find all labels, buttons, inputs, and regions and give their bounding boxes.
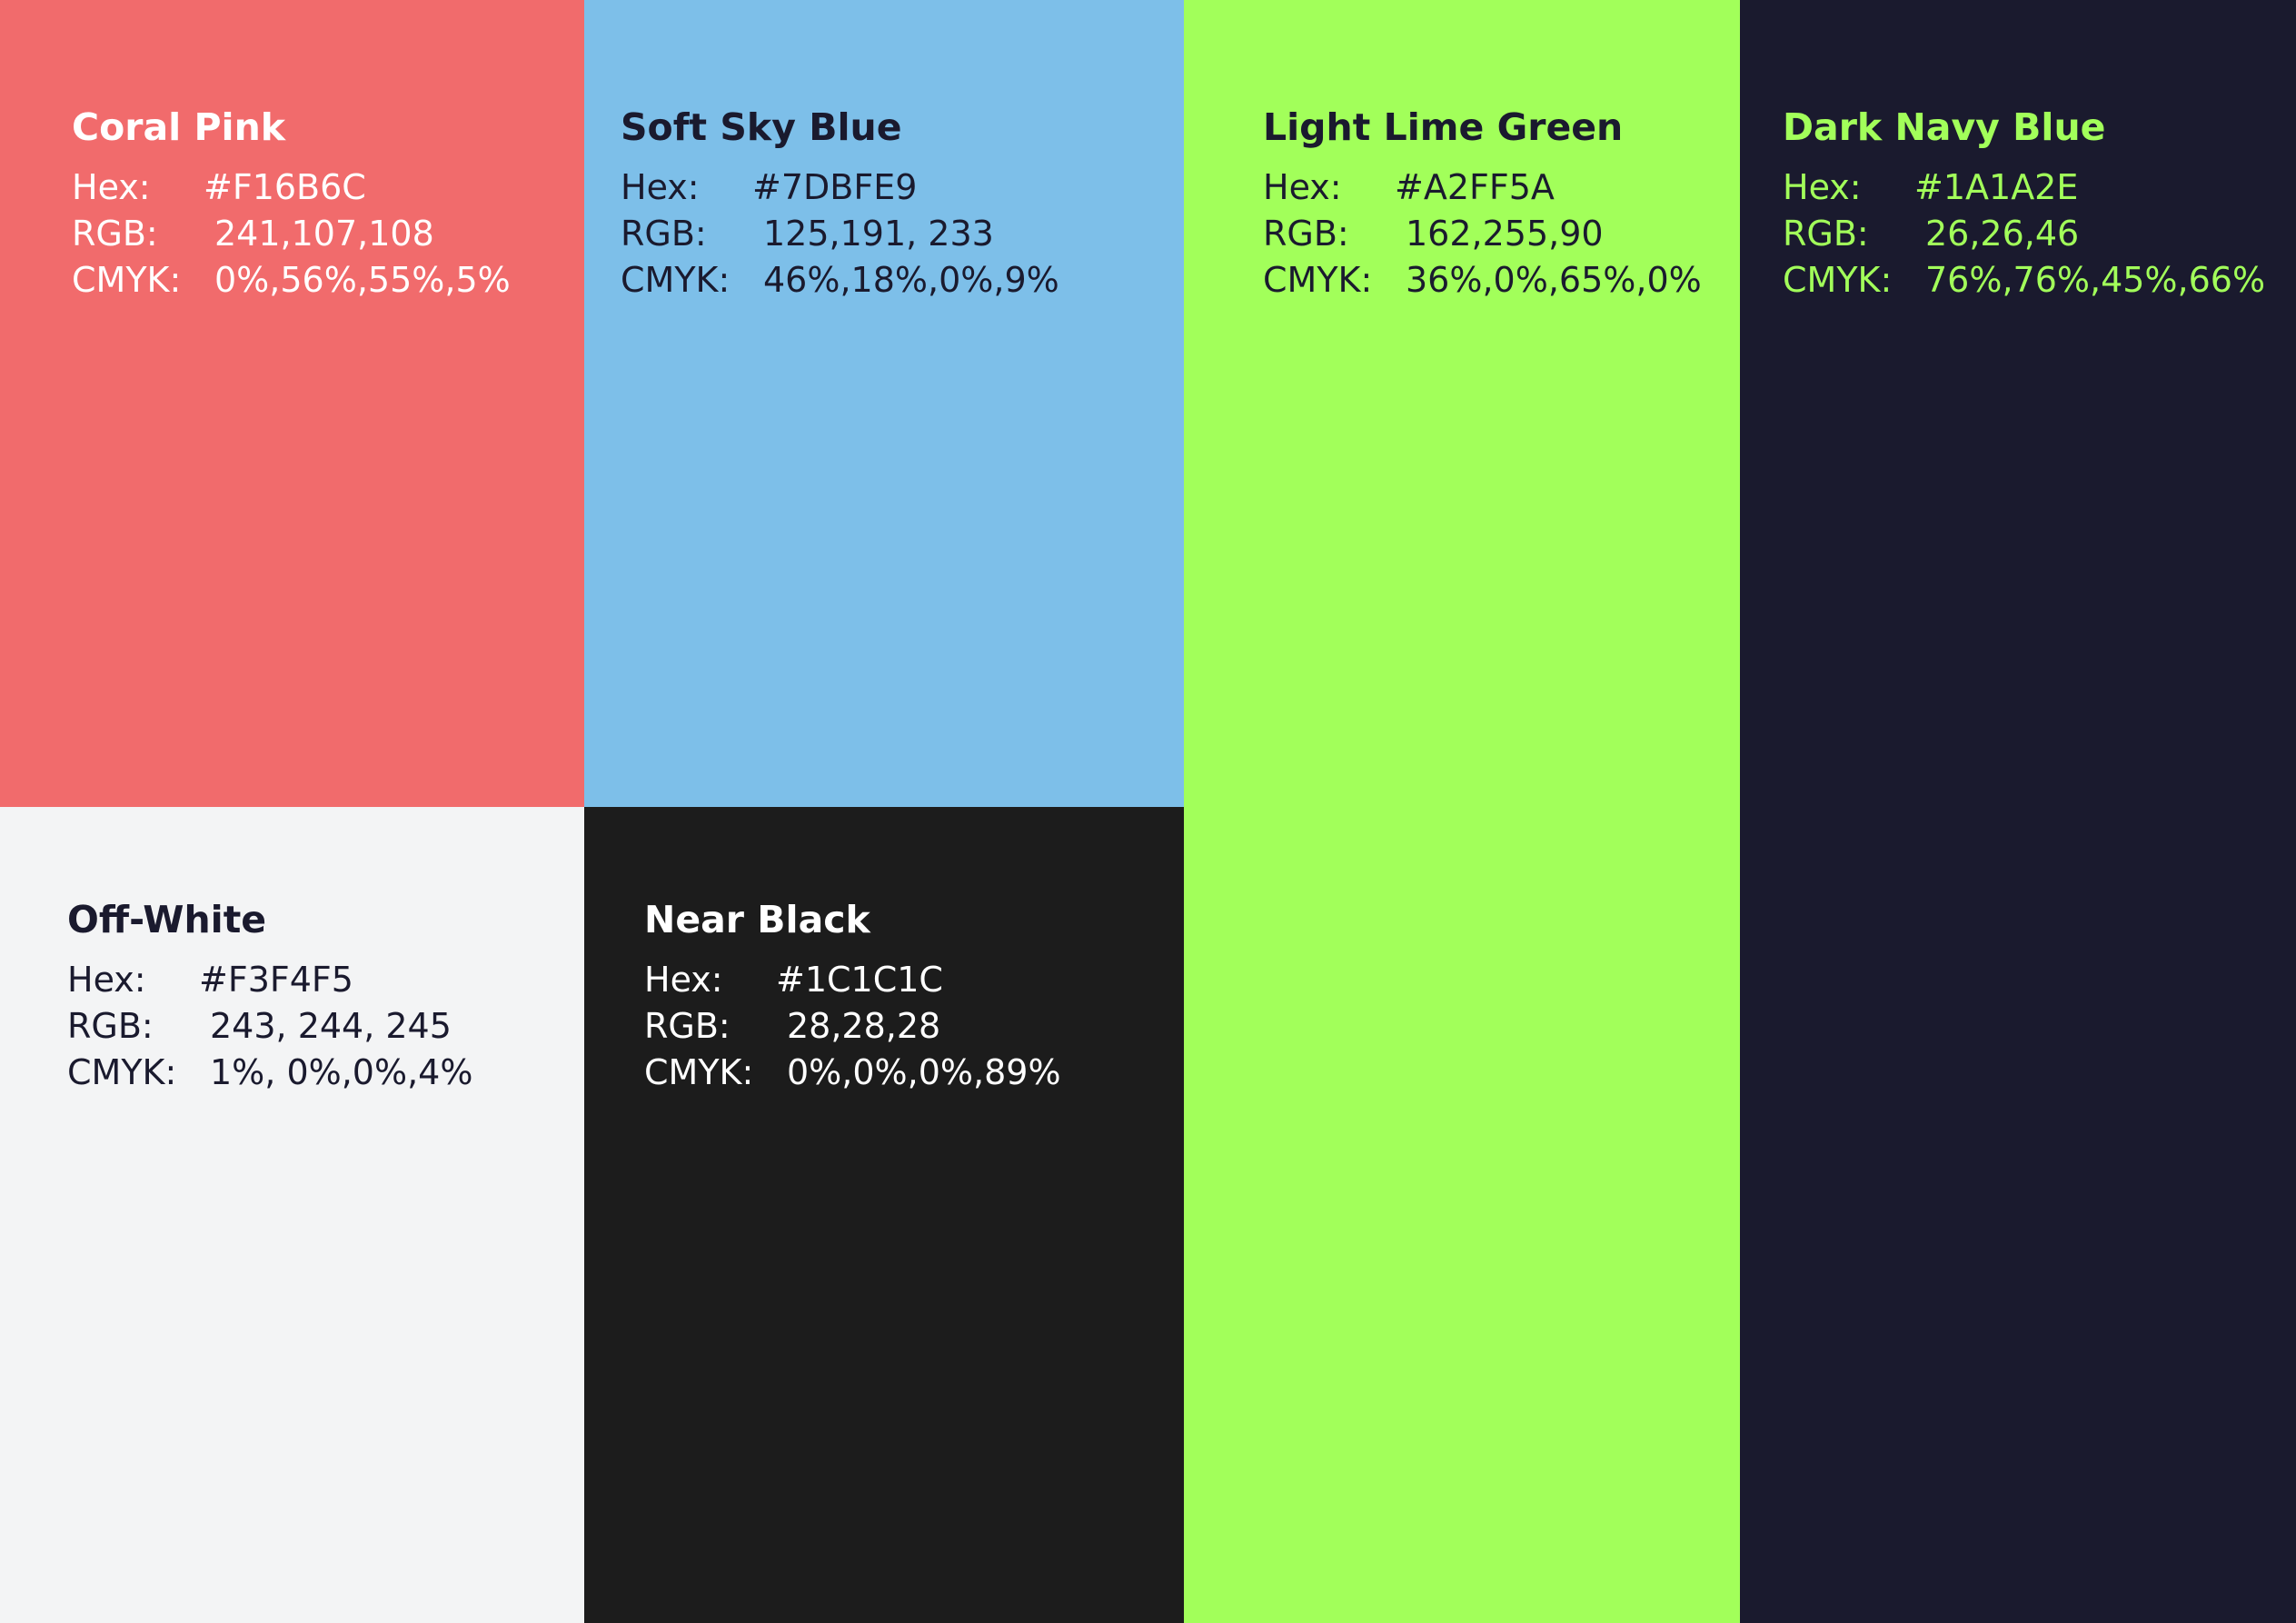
cmyk-row: CMYK: 1%, 0%,0%,4% bbox=[67, 1050, 472, 1096]
swatch-coral-pink: Coral Pink Hex: #F16B6C RGB: 241,107,108… bbox=[0, 0, 584, 807]
hex-row: Hex: #F16B6C bbox=[72, 164, 511, 211]
rgb-value: 28,28,28 bbox=[787, 1006, 941, 1046]
swatch-info: Soft Sky Blue Hex: #7DBFE9 RGB: 125,191,… bbox=[621, 109, 1059, 304]
rgb-value: 243, 244, 245 bbox=[210, 1006, 452, 1046]
cmyk-row: CMYK: 36%,0%,65%,0% bbox=[1263, 257, 1702, 304]
swatch-soft-sky-blue: Soft Sky Blue Hex: #7DBFE9 RGB: 125,191,… bbox=[584, 0, 1184, 807]
swatch-name: Light Lime Green bbox=[1263, 105, 1624, 149]
rgb-row: RGB: 28,28,28 bbox=[644, 1003, 1061, 1050]
swatch-info: Dark Navy Blue Hex: #1A1A2E RGB: 26,26,4… bbox=[1783, 109, 2265, 304]
hex-row: Hex: #F3F4F5 bbox=[67, 957, 472, 1003]
rgb-value: 125,191, 233 bbox=[763, 214, 994, 254]
hex-label: Hex: bbox=[1263, 167, 1342, 207]
rgb-row: RGB: 26,26,46 bbox=[1783, 211, 2265, 257]
cmyk-row: CMYK: 0%,56%,55%,5% bbox=[72, 257, 511, 304]
cmyk-label: CMYK: bbox=[72, 260, 182, 300]
hex-value: #F3F4F5 bbox=[199, 960, 353, 1000]
swatch-name: Soft Sky Blue bbox=[621, 105, 902, 149]
swatch-dark-navy-blue: Dark Navy Blue Hex: #1A1A2E RGB: 26,26,4… bbox=[1740, 0, 2296, 1623]
hex-label: Hex: bbox=[644, 960, 723, 1000]
cmyk-label: CMYK: bbox=[67, 1052, 177, 1092]
cmyk-row: CMYK: 76%,76%,45%,66% bbox=[1783, 257, 2265, 304]
cmyk-value: 76%,76%,45%,66% bbox=[1925, 260, 2266, 300]
hex-value: #1C1C1C bbox=[776, 960, 943, 1000]
hex-value: #F16B6C bbox=[204, 167, 366, 207]
hex-value: #A2FF5A bbox=[1395, 167, 1555, 207]
hex-label: Hex: bbox=[67, 960, 146, 1000]
cmyk-row: CMYK: 0%,0%,0%,89% bbox=[644, 1050, 1061, 1096]
swatch-off-white: Off-White Hex: #F3F4F5 RGB: 243, 244, 24… bbox=[0, 807, 584, 1623]
swatch-name: Dark Navy Blue bbox=[1783, 105, 2106, 149]
swatch-info: Coral Pink Hex: #F16B6C RGB: 241,107,108… bbox=[72, 109, 511, 304]
rgb-row: RGB: 125,191, 233 bbox=[621, 211, 1059, 257]
rgb-label: RGB: bbox=[644, 1006, 731, 1046]
cmyk-value: 1%, 0%,0%,4% bbox=[210, 1052, 473, 1092]
cmyk-label: CMYK: bbox=[644, 1052, 754, 1092]
swatch-name: Near Black bbox=[644, 898, 870, 941]
cmyk-value: 0%,56%,55%,5% bbox=[214, 260, 511, 300]
swatch-near-black: Near Black Hex: #1C1C1C RGB: 28,28,28 CM… bbox=[584, 807, 1184, 1623]
hex-row: Hex: #7DBFE9 bbox=[621, 164, 1059, 211]
swatch-info: Near Black Hex: #1C1C1C RGB: 28,28,28 CM… bbox=[644, 901, 1061, 1096]
hex-label: Hex: bbox=[1783, 167, 1862, 207]
rgb-label: RGB: bbox=[621, 214, 707, 254]
rgb-label: RGB: bbox=[67, 1006, 154, 1046]
rgb-value: 26,26,46 bbox=[1925, 214, 2080, 254]
rgb-label: RGB: bbox=[72, 214, 158, 254]
cmyk-value: 46%,18%,0%,9% bbox=[763, 260, 1059, 300]
hex-row: Hex: #1A1A2E bbox=[1783, 164, 2265, 211]
cmyk-label: CMYK: bbox=[621, 260, 731, 300]
cmyk-value: 36%,0%,65%,0% bbox=[1406, 260, 1702, 300]
hex-label: Hex: bbox=[72, 167, 151, 207]
hex-label: Hex: bbox=[621, 167, 700, 207]
cmyk-label: CMYK: bbox=[1783, 260, 1893, 300]
cmyk-label: CMYK: bbox=[1263, 260, 1373, 300]
hex-row: Hex: #1C1C1C bbox=[644, 957, 1061, 1003]
swatch-light-lime-green: Light Lime Green Hex: #A2FF5A RGB: 162,2… bbox=[1184, 0, 1740, 1623]
hex-value: #7DBFE9 bbox=[752, 167, 918, 207]
rgb-row: RGB: 241,107,108 bbox=[72, 211, 511, 257]
rgb-value: 162,255,90 bbox=[1406, 214, 1604, 254]
rgb-row: RGB: 243, 244, 245 bbox=[67, 1003, 472, 1050]
swatch-info: Off-White Hex: #F3F4F5 RGB: 243, 244, 24… bbox=[67, 901, 472, 1096]
rgb-label: RGB: bbox=[1783, 214, 1869, 254]
swatch-info: Light Lime Green Hex: #A2FF5A RGB: 162,2… bbox=[1263, 109, 1702, 304]
rgb-row: RGB: 162,255,90 bbox=[1263, 211, 1702, 257]
rgb-label: RGB: bbox=[1263, 214, 1349, 254]
cmyk-row: CMYK: 46%,18%,0%,9% bbox=[621, 257, 1059, 304]
swatch-name: Off-White bbox=[67, 898, 267, 941]
rgb-value: 241,107,108 bbox=[214, 214, 434, 254]
cmyk-value: 0%,0%,0%,89% bbox=[787, 1052, 1061, 1092]
hex-value: #1A1A2E bbox=[1914, 167, 2079, 207]
swatch-name: Coral Pink bbox=[72, 105, 286, 149]
hex-row: Hex: #A2FF5A bbox=[1263, 164, 1702, 211]
